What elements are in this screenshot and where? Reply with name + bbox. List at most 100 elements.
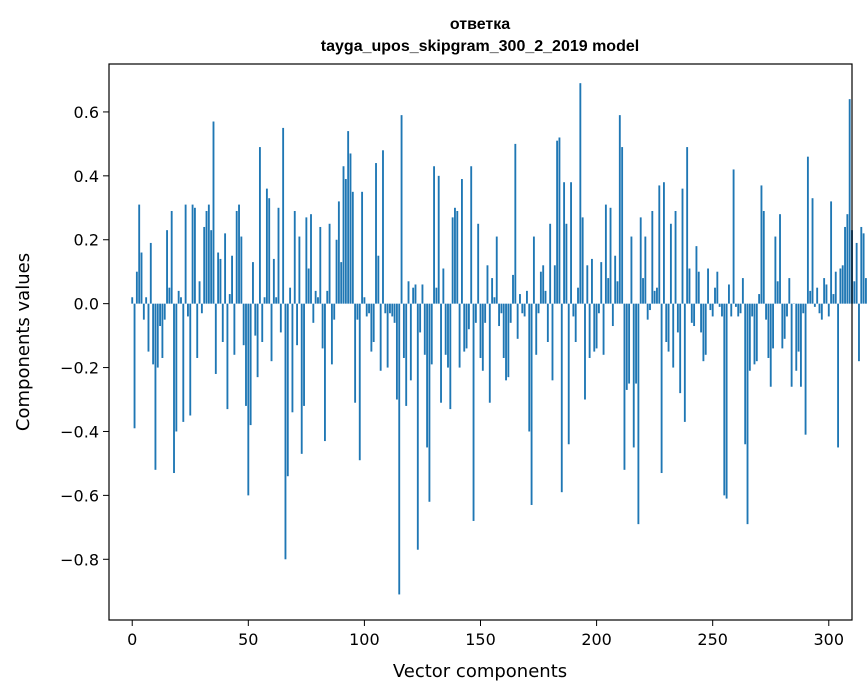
bar bbox=[772, 303, 774, 349]
bar bbox=[242, 303, 245, 346]
x-tick-label: 150 bbox=[465, 630, 496, 649]
bar bbox=[277, 207, 280, 304]
bar bbox=[649, 303, 651, 311]
bar bbox=[442, 268, 445, 304]
bar bbox=[595, 303, 598, 349]
bar bbox=[300, 303, 303, 454]
bar bbox=[454, 207, 456, 304]
bar bbox=[665, 303, 668, 342]
bar bbox=[138, 204, 141, 304]
bar bbox=[860, 226, 863, 304]
bar bbox=[477, 223, 480, 304]
bar bbox=[461, 179, 463, 304]
bar bbox=[377, 255, 380, 304]
bar bbox=[848, 99, 851, 304]
bar bbox=[532, 236, 535, 304]
bar bbox=[228, 294, 231, 304]
y-tick-label: −0.2 bbox=[60, 359, 99, 378]
bar bbox=[865, 278, 867, 304]
bar bbox=[760, 185, 763, 304]
bar bbox=[832, 294, 835, 304]
bar bbox=[702, 303, 705, 362]
bar bbox=[393, 303, 396, 323]
y-tick-label: 0.4 bbox=[74, 167, 99, 186]
bar bbox=[135, 271, 138, 304]
bar bbox=[683, 303, 686, 422]
bar bbox=[233, 303, 236, 355]
bar bbox=[723, 303, 726, 496]
bar bbox=[133, 303, 136, 429]
bar bbox=[593, 303, 596, 352]
bar bbox=[519, 294, 521, 304]
bar bbox=[591, 258, 593, 304]
x-tick-label: 250 bbox=[697, 630, 728, 649]
bar bbox=[744, 303, 747, 445]
bar bbox=[663, 182, 665, 304]
bar bbox=[379, 303, 382, 371]
bar bbox=[458, 303, 461, 368]
bar bbox=[667, 303, 670, 352]
bar bbox=[416, 303, 419, 550]
x-tick-label: 200 bbox=[581, 630, 612, 649]
bar bbox=[149, 242, 152, 304]
bar bbox=[363, 297, 366, 304]
bar bbox=[516, 303, 519, 339]
bar bbox=[813, 303, 816, 307]
bar bbox=[765, 303, 768, 320]
bar bbox=[356, 303, 359, 320]
bar bbox=[672, 303, 675, 368]
bar bbox=[658, 185, 661, 304]
bar bbox=[191, 204, 194, 304]
bar bbox=[625, 303, 628, 390]
bar bbox=[549, 223, 552, 304]
bar bbox=[795, 303, 798, 371]
bar bbox=[479, 303, 482, 358]
bar bbox=[258, 147, 261, 304]
bar bbox=[268, 198, 271, 304]
bar bbox=[226, 303, 229, 410]
bar bbox=[203, 226, 206, 304]
bar bbox=[282, 127, 285, 304]
bar bbox=[187, 303, 189, 317]
bar bbox=[433, 166, 435, 304]
bar bbox=[486, 265, 489, 304]
bar bbox=[767, 303, 770, 358]
bar bbox=[180, 297, 182, 304]
bar bbox=[275, 297, 278, 304]
bar bbox=[337, 201, 340, 304]
bar bbox=[221, 303, 224, 342]
bar bbox=[407, 281, 410, 304]
bar bbox=[746, 303, 749, 525]
bar bbox=[305, 217, 308, 304]
bar bbox=[205, 210, 208, 304]
bar bbox=[628, 303, 631, 384]
bar bbox=[739, 303, 742, 314]
y-tick-label: 0.2 bbox=[74, 231, 99, 250]
bar bbox=[402, 303, 405, 358]
bar bbox=[816, 287, 819, 304]
bar bbox=[347, 131, 350, 304]
bar bbox=[384, 303, 387, 314]
bar bbox=[368, 303, 370, 314]
bar bbox=[184, 204, 187, 304]
bar bbox=[247, 303, 250, 496]
bar bbox=[679, 303, 682, 394]
bar bbox=[695, 246, 698, 304]
bar bbox=[611, 303, 614, 327]
bar bbox=[409, 303, 412, 381]
bar bbox=[131, 297, 134, 304]
bar bbox=[846, 214, 849, 304]
chart-title: ответка bbox=[450, 16, 510, 33]
bar bbox=[542, 265, 545, 304]
bar bbox=[484, 303, 487, 323]
bar bbox=[797, 303, 800, 352]
bar bbox=[447, 303, 449, 368]
bar bbox=[449, 303, 452, 410]
bar bbox=[495, 236, 498, 304]
bar bbox=[660, 303, 663, 474]
bar bbox=[825, 284, 828, 304]
bar bbox=[688, 268, 691, 304]
bar bbox=[349, 153, 352, 304]
bar bbox=[296, 303, 298, 346]
